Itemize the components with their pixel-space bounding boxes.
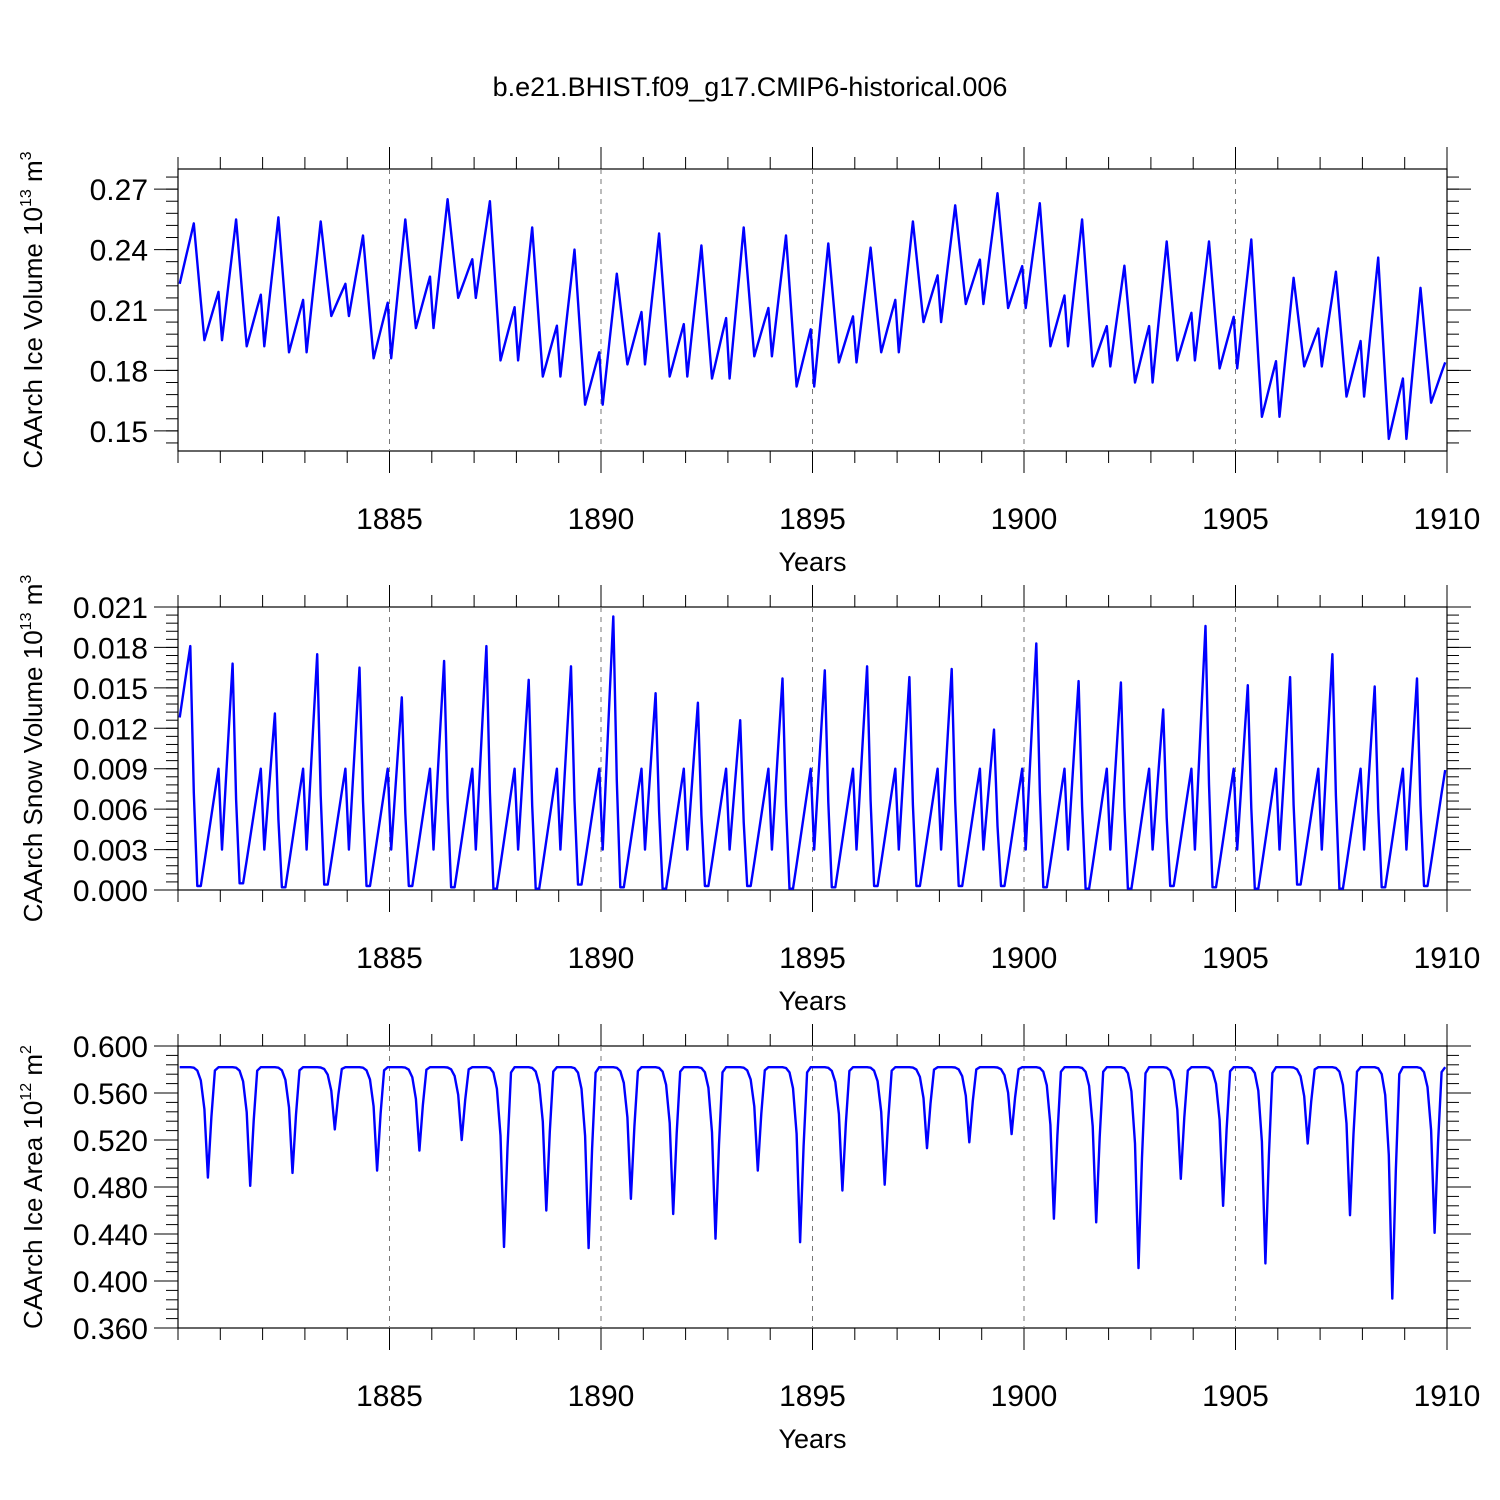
x-tick-label: 1885 [356,942,423,975]
y-tick-label: 0.480 [73,1172,148,1205]
y-tick-label: 0.015 [73,673,148,706]
x-axis-label: Years [778,986,846,1016]
panel-1: 1885 1890 1895 1900 1905 1910 Years 0.15 0.18 0.2… [18,147,1480,577]
x-tick-label: 1910 [1414,503,1481,536]
x-tick-label: 1905 [1202,942,1269,975]
y-tick-label: 0.520 [73,1125,148,1158]
y-tick-label: 0.600 [73,1031,148,1064]
y-tick-label: 0.400 [73,1266,148,1299]
y-tick-label: 0.24 [90,235,148,268]
y-tick-label: 0.003 [73,835,148,868]
x-tick-label: 1895 [779,942,846,975]
x-tick-label: 1890 [568,1380,635,1413]
x-tick-label: 1885 [356,1380,423,1413]
y-axis-label: CAArch Ice Volume 1013 m3 [18,151,48,468]
x-tick-label: 1885 [356,503,423,536]
chart-title: b.e21.BHIST.f09_g17.CMIP6-historical.006 [493,72,1008,102]
y-tick-label: 0.360 [73,1313,148,1346]
y-tick-label: 0.440 [73,1219,148,1252]
y-tick-label: 0.21 [90,295,148,328]
x-tick-label: 1895 [779,503,846,536]
x-axis-label: Years [778,547,846,577]
x-tick-label: 1905 [1202,503,1269,536]
x-tick-label: 1900 [991,942,1058,975]
y-tick-label: 0.15 [90,416,148,449]
x-tick-label: 1895 [779,1380,846,1413]
y-tick-label: 0.27 [90,174,148,207]
series-line [178,192,1447,441]
x-tick-label: 1890 [568,503,635,536]
y-tick-label: 0.560 [73,1078,148,1111]
panel-2: 1885 1890 1895 1900 1905 1910 Years 0.000 0.003 0… [18,575,1480,1016]
x-tick-label: 1905 [1202,1380,1269,1413]
y-tick-label: 0.18 [90,355,148,388]
panel-3: 1885 1890 1895 1900 1905 1910 Years 0.360 0.400 0… [18,1024,1480,1454]
series-line [179,1066,1447,1300]
x-tick-label: 1910 [1414,942,1481,975]
x-tick-label: 1890 [568,942,635,975]
y-axis-label: CAArch Ice Area 1012 m2 [18,1045,48,1329]
x-tick-label: 1910 [1414,1380,1481,1413]
y-tick-label: 0.012 [73,713,148,746]
x-tick-label: 1900 [991,1380,1058,1413]
y-tick-label: 0.000 [73,875,148,908]
x-axis-label: Years [778,1424,846,1454]
x-tick-label: 1900 [991,503,1058,536]
y-axis-label: CAArch Snow Volume 1013 m3 [18,575,48,923]
y-tick-label: 0.018 [73,632,148,665]
y-tick-label: 0.021 [73,592,148,625]
y-tick-label: 0.009 [73,754,148,787]
series-line [178,615,1447,890]
y-tick-label: 0.006 [73,794,148,827]
